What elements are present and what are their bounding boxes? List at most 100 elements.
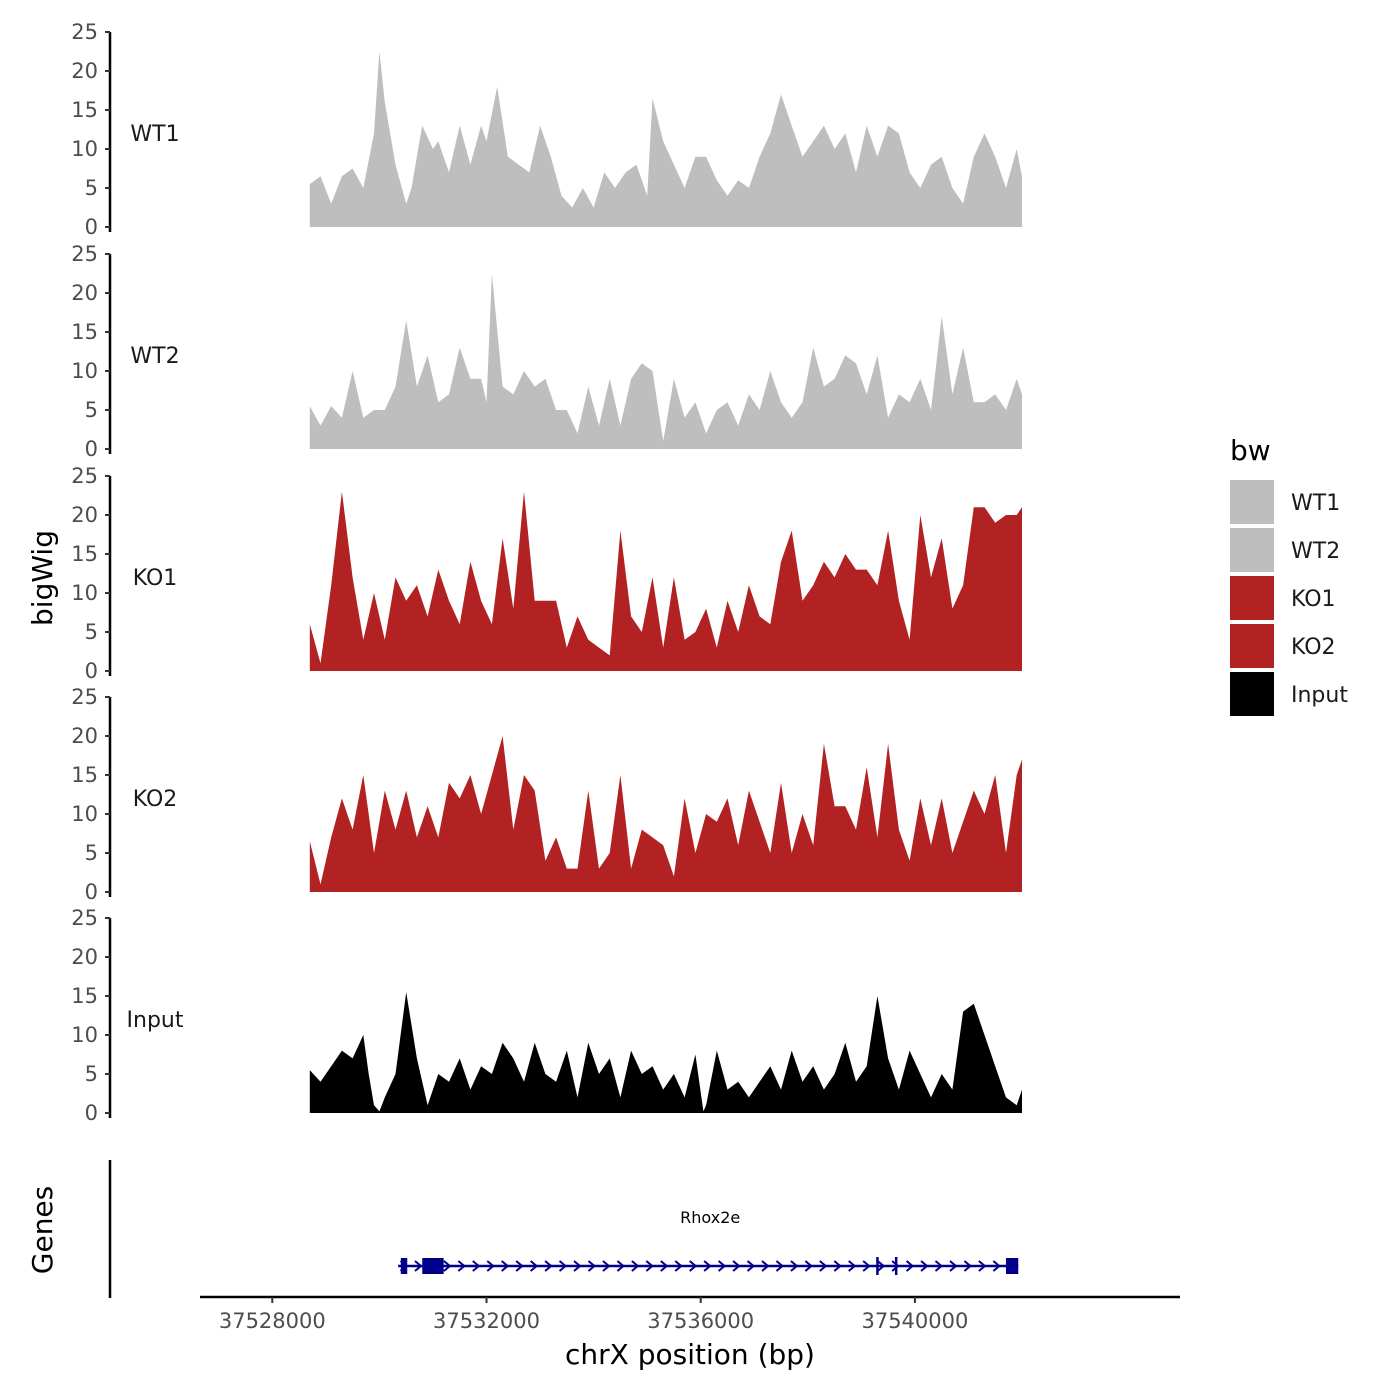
y-tick-label: 0: [85, 880, 98, 904]
y-tick-label: 5: [85, 1062, 98, 1086]
y-tick-label: 5: [85, 841, 98, 865]
strand-arrow: [848, 1260, 857, 1272]
gene-name: Rhox2e: [680, 1208, 740, 1227]
y-tick-label: 25: [71, 464, 98, 488]
x-tick-label: 37528000: [219, 1309, 326, 1333]
strand-arrow: [558, 1260, 568, 1272]
y-tick-label: 0: [85, 1101, 98, 1125]
gene-panel: Rhox2e: [108, 1160, 1019, 1298]
strand-arrow: [660, 1260, 669, 1272]
legend: bw WT1 WT2 KO1 KO2 Input: [1230, 434, 1348, 716]
y-tick-label: 10: [71, 359, 98, 383]
strand-arrow: [616, 1260, 625, 1272]
strand-arrow: [689, 1260, 698, 1272]
strand-arrow: [443, 1260, 452, 1272]
coverage-tracks: 0 5 10 15 20 25 WT1 0 5 10 15 20 25 WT2 0 5 10 15 20 25 KO1 0…: [71, 20, 1022, 1125]
y-tick-label: 25: [71, 685, 98, 709]
y-tick-label: 5: [85, 398, 98, 422]
strand-arrow: [934, 1260, 944, 1272]
y-tick-label: 15: [71, 320, 98, 344]
strand-arrow: [414, 1260, 423, 1272]
strand-arrow: [674, 1260, 683, 1272]
strand-arrow: [819, 1260, 828, 1272]
y-tick-label: 15: [71, 763, 98, 787]
y-tick-label: 10: [71, 1023, 98, 1047]
strand-arrow: [703, 1260, 712, 1272]
strand-arrow: [790, 1260, 799, 1272]
x-axis-title: chrX position (bp): [565, 1338, 815, 1371]
strand-arrow: [862, 1260, 871, 1272]
x-axis: 37528000 37532000 37536000 37540000: [200, 1295, 1180, 1333]
strand-arrow: [963, 1260, 972, 1272]
strand-arrow: [732, 1260, 741, 1272]
exon: [422, 1258, 444, 1274]
legend-swatch-wt2: [1230, 528, 1274, 572]
legend-swatch-input: [1230, 672, 1274, 716]
y-tick-label: 25: [71, 906, 98, 930]
y-tick-label: 5: [85, 620, 98, 644]
y-tick-label: 20: [71, 724, 98, 748]
strand-arrow: [877, 1260, 886, 1272]
panel-label-wt1: WT1: [130, 122, 179, 147]
legend-swatch-wt1: [1230, 480, 1274, 524]
strand-arrow: [775, 1260, 784, 1272]
strand-arrow: [761, 1260, 770, 1272]
y-tick-label: 15: [71, 542, 98, 566]
panel-label-ko2: KO2: [133, 787, 178, 812]
strand-arrow: [833, 1260, 842, 1272]
panel-label-ko1: KO1: [133, 566, 178, 591]
track-ko2: 0 5 10 15 20 25 KO2: [71, 685, 1022, 904]
strand-arrow: [457, 1260, 466, 1272]
track-input: 0 5 10 15 20 25 Input: [71, 906, 1022, 1125]
legend-title: bw: [1230, 434, 1271, 467]
y-tick-label: 20: [71, 59, 98, 83]
track-wt1: 0 5 10 15 20 25 WT1: [71, 20, 1022, 239]
exon: [1005, 1258, 1019, 1274]
strand-arrow: [472, 1260, 481, 1272]
strand-arrow: [587, 1260, 597, 1272]
strand-arrow: [804, 1260, 813, 1272]
area-input: [309, 992, 1022, 1113]
strand-arrow: [573, 1260, 582, 1272]
y-tick-label: 25: [71, 20, 98, 44]
strand-arrow: [992, 1260, 1001, 1272]
y-tick-label: 25: [71, 242, 98, 266]
track-wt2: 0 5 10 15 20 25 WT2: [71, 242, 1022, 461]
strand-arrow: [978, 1260, 987, 1272]
strand-arrow: [529, 1260, 539, 1272]
strand-arrow: [602, 1260, 611, 1272]
area-ko1: [309, 491, 1022, 671]
legend-label-wt2: WT2: [1291, 539, 1340, 564]
strand-arrow: [631, 1260, 640, 1272]
y-tick-label: 10: [71, 137, 98, 161]
strand-arrow: [920, 1260, 929, 1272]
exon: [400, 1258, 408, 1274]
area-ko2: [309, 736, 1022, 892]
strand-arrow: [515, 1260, 524, 1272]
panel-label-wt2: WT2: [130, 344, 179, 369]
y-tick-label: 15: [71, 984, 98, 1008]
y-tick-label: 0: [85, 659, 98, 683]
strand-arrow: [717, 1260, 727, 1272]
y-tick-label: 0: [85, 215, 98, 239]
area-wt1: [309, 51, 1022, 227]
strand-arrow: [486, 1260, 495, 1272]
x-tick-label: 37536000: [647, 1309, 754, 1333]
y-tick-label: 20: [71, 281, 98, 305]
strand-arrow: [501, 1260, 510, 1272]
strand-arrow: [905, 1260, 915, 1272]
x-tick-label: 37540000: [861, 1309, 968, 1333]
y-tick-label: 5: [85, 176, 98, 200]
legend-swatch-ko2: [1230, 624, 1274, 668]
panel-label-input: Input: [127, 1008, 184, 1033]
track-ko1: 0 5 10 15 20 25 KO1: [71, 464, 1022, 683]
y-tick-label: 20: [71, 945, 98, 969]
legend-label-input: Input: [1291, 683, 1348, 708]
legend-label-wt1: WT1: [1291, 491, 1340, 516]
strand-arrow: [746, 1260, 756, 1272]
y-tick-label: 0: [85, 437, 98, 461]
strand-arrow: [949, 1260, 958, 1272]
legend-label-ko2: KO2: [1291, 635, 1336, 660]
strand-arrow: [544, 1260, 553, 1272]
